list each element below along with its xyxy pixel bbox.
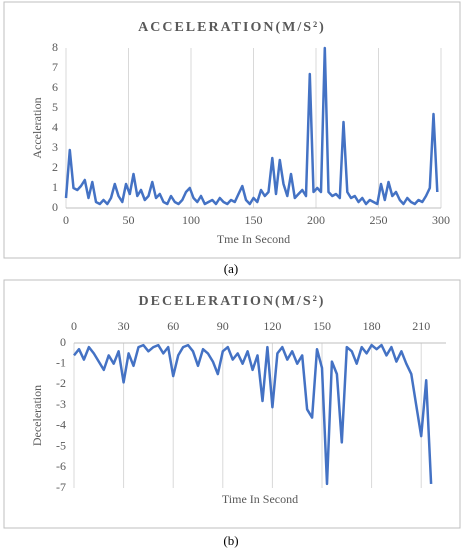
y-tick-label: -4	[56, 418, 66, 432]
caption: (b)	[223, 533, 238, 548]
chart-border	[3, 1, 461, 259]
x-tick-label: 90	[217, 319, 229, 333]
x-tick-label: 30	[118, 319, 130, 333]
x-tick-label: 0	[63, 213, 69, 227]
y-tick-label: 7	[52, 60, 58, 74]
chart-title: DECELERATION(M/S²)	[139, 294, 326, 309]
chart-title: ACCELERATION(M/S²)	[138, 20, 326, 35]
y-tick-label: 1	[52, 180, 58, 194]
x-tick-label: 50	[123, 213, 135, 227]
y-tick-label: 5	[52, 100, 58, 114]
x-tick-label: 0	[71, 319, 77, 333]
y-tick-label: -6	[56, 459, 66, 473]
data-line	[64, 46, 439, 206]
x-tick-label: 100	[182, 213, 200, 227]
x-tick-label: 150	[313, 319, 331, 333]
y-tick-label: -1	[56, 355, 66, 369]
y-tick-label: -5	[56, 438, 66, 452]
x-tick-label: 250	[370, 213, 388, 227]
data-line	[73, 343, 433, 486]
y-tick-label: 4	[52, 120, 58, 134]
y-tick-label: 0	[52, 200, 58, 214]
x-tick-label: 300	[432, 213, 450, 227]
x-axis-label: Time In Second	[222, 492, 298, 506]
x-tick-label: 150	[245, 213, 263, 227]
y-tick-label: 8	[52, 40, 58, 54]
y-axis-label: Deceleration	[30, 385, 44, 446]
y-axis-label: Acceleration	[30, 97, 44, 158]
chart-border	[3, 279, 461, 529]
x-tick-label: 200	[307, 213, 325, 227]
y-tick-label: 2	[52, 160, 58, 174]
y-tick-label: -7	[56, 480, 66, 494]
y-tick-label: -2	[56, 376, 66, 390]
x-axis-label: Tme In Second	[217, 232, 290, 246]
x-tick-label: 180	[363, 319, 381, 333]
x-tick-label: 120	[263, 319, 281, 333]
x-tick-label: 210	[412, 319, 430, 333]
caption: (a)	[224, 261, 238, 276]
x-tick-label: 60	[167, 319, 179, 333]
y-tick-label: 6	[52, 80, 58, 94]
y-tick-label: -3	[56, 397, 66, 411]
y-tick-label: 3	[52, 140, 58, 154]
y-tick-label: 0	[60, 335, 66, 349]
